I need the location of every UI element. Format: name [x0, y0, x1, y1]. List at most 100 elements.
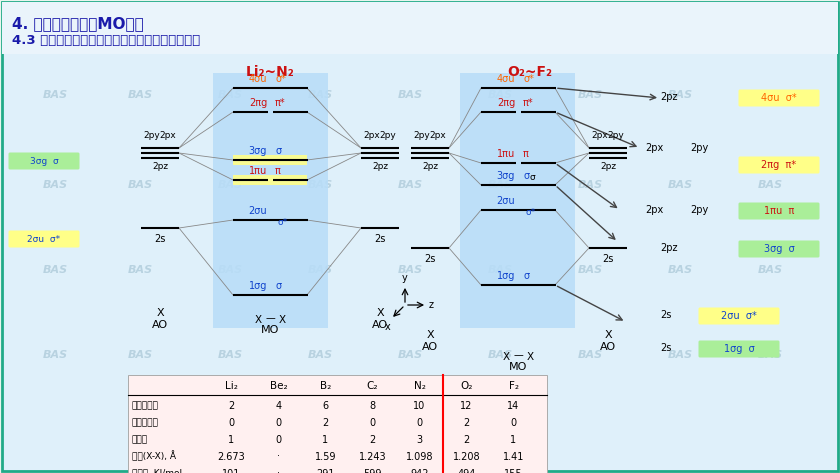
Text: BAS: BAS [668, 180, 692, 190]
Text: 2pz: 2pz [600, 162, 616, 171]
Text: BAS: BAS [218, 265, 243, 275]
Text: 12: 12 [460, 401, 473, 411]
Text: 2: 2 [370, 435, 375, 445]
Text: BAS: BAS [397, 350, 423, 360]
Text: x: x [385, 322, 391, 332]
FancyBboxPatch shape [8, 152, 80, 169]
Text: σ*: σ* [523, 74, 534, 84]
Text: —: — [513, 350, 522, 360]
Text: 2pz: 2pz [660, 243, 678, 253]
Text: 4.3 第二周期元素等核双原子分子的外层分子轨道: 4.3 第二周期元素等核双原子分子的外层分子轨道 [12, 34, 200, 47]
Text: 键长(X-X), Å: 键长(X-X), Å [132, 451, 176, 462]
Text: ·: · [277, 468, 280, 473]
Text: O₂: O₂ [460, 381, 473, 391]
Text: 2: 2 [228, 401, 234, 411]
Text: BAS: BAS [758, 265, 783, 275]
Text: 3σg  σ: 3σg σ [29, 157, 58, 166]
Text: 3σg: 3σg [249, 146, 267, 156]
Bar [213, 73, 328, 328]
Text: σ: σ [530, 173, 536, 182]
Text: 1πu  π: 1πu π [764, 206, 794, 216]
Text: 2pz: 2pz [422, 162, 438, 171]
Text: BAS: BAS [218, 180, 243, 190]
Text: 1.243: 1.243 [359, 452, 386, 462]
Text: 494: 494 [457, 468, 475, 473]
Text: 4: 4 [276, 401, 281, 411]
Text: 2py: 2py [144, 131, 160, 140]
FancyBboxPatch shape [8, 230, 80, 247]
Text: BAS: BAS [668, 350, 692, 360]
Text: BAS: BAS [487, 265, 512, 275]
Text: BAS: BAS [307, 350, 333, 360]
Text: σ*: σ* [275, 74, 286, 84]
Text: 155: 155 [504, 468, 522, 473]
Text: 2: 2 [464, 435, 470, 445]
Text: MO: MO [509, 362, 528, 372]
Text: z: z [429, 300, 434, 310]
Text: 0: 0 [417, 418, 423, 428]
Text: 0: 0 [276, 435, 281, 445]
Text: 2σu  σ*: 2σu σ* [28, 235, 60, 244]
Text: 2πg: 2πg [249, 98, 267, 108]
Text: 2px: 2px [364, 131, 381, 140]
Text: N₂: N₂ [413, 381, 425, 391]
Text: 未成对电子: 未成对电子 [132, 418, 159, 427]
Text: 10: 10 [413, 401, 426, 411]
FancyBboxPatch shape [699, 307, 780, 324]
Text: X: X [278, 315, 286, 325]
Text: B₂: B₂ [320, 381, 331, 391]
Text: BAS: BAS [577, 350, 602, 360]
Text: 成键电子数: 成键电子数 [132, 401, 159, 410]
Text: 101: 101 [223, 468, 241, 473]
Text: 4. 分子轨道理论（MO法）: 4. 分子轨道理论（MO法） [12, 16, 144, 31]
Text: 2px: 2px [591, 131, 608, 140]
Text: 4σu: 4σu [496, 74, 515, 84]
Bar [233, 155, 307, 165]
Text: 1.098: 1.098 [406, 452, 433, 462]
Text: 2s: 2s [424, 254, 436, 264]
Text: 2σu: 2σu [249, 206, 267, 216]
Text: BAS: BAS [307, 180, 333, 190]
Text: 2px: 2px [645, 143, 664, 153]
Text: 2σu: 2σu [496, 196, 515, 206]
Text: 291: 291 [316, 468, 335, 473]
Text: 942: 942 [410, 468, 428, 473]
Text: BAS: BAS [307, 90, 333, 100]
Text: BAS: BAS [577, 90, 602, 100]
Text: 2py: 2py [413, 131, 430, 140]
Text: X: X [156, 308, 164, 318]
Text: MO: MO [260, 325, 279, 335]
Text: BAS: BAS [577, 265, 602, 275]
Text: —: — [265, 313, 275, 323]
Text: 3σg  σ: 3σg σ [764, 244, 795, 254]
Bar [2, 2, 838, 54]
Text: 2: 2 [464, 418, 470, 428]
Text: 599: 599 [363, 468, 381, 473]
Text: 2πg: 2πg [496, 98, 515, 108]
Text: AO: AO [152, 320, 168, 330]
Text: BAS: BAS [218, 90, 243, 100]
Text: 2pz: 2pz [660, 92, 678, 102]
Text: 4σu  σ*: 4σu σ* [761, 93, 797, 103]
Text: BAS: BAS [487, 90, 512, 100]
Text: AO: AO [600, 342, 616, 352]
Text: 1σg: 1σg [249, 281, 267, 291]
Text: 2py: 2py [380, 131, 396, 140]
Text: σ: σ [523, 171, 529, 181]
Text: X: X [604, 330, 612, 340]
Text: 0: 0 [511, 418, 517, 428]
Text: 1πu: 1πu [249, 166, 267, 176]
Text: 2pz: 2pz [372, 162, 388, 171]
Text: 2px: 2px [160, 131, 176, 140]
Text: BAS: BAS [758, 350, 783, 360]
Text: 2σu  σ*: 2σu σ* [721, 311, 757, 321]
Text: 1: 1 [228, 435, 234, 445]
Text: AO: AO [372, 320, 388, 330]
Text: 0: 0 [228, 418, 234, 428]
Text: 4σu: 4σu [249, 74, 267, 84]
Text: C₂: C₂ [367, 381, 378, 391]
Text: Li₂~N₂: Li₂~N₂ [245, 65, 294, 79]
Text: BAS: BAS [397, 180, 423, 190]
Text: BAS: BAS [668, 90, 692, 100]
Text: 8: 8 [370, 401, 375, 411]
